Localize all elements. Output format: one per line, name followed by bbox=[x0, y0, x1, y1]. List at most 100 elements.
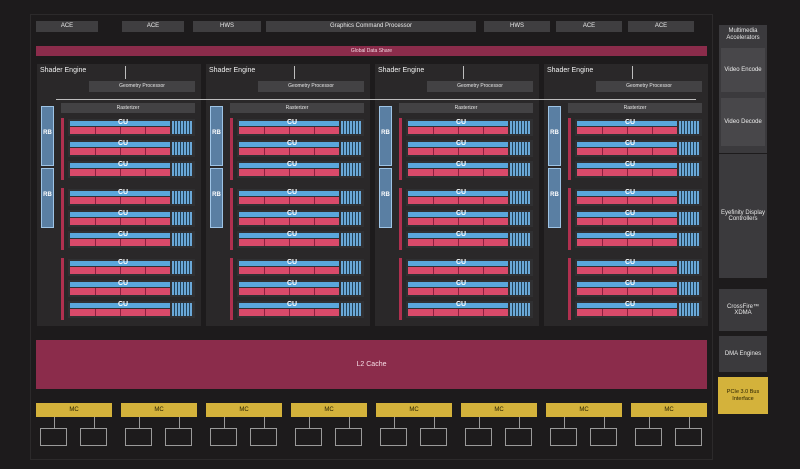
simd-divider bbox=[627, 267, 628, 274]
simd-divider bbox=[264, 288, 265, 295]
compute-unit-group: CU CU CU bbox=[61, 188, 195, 250]
cu-scalar-strip bbox=[408, 212, 508, 217]
render-backend-label: RB bbox=[212, 130, 221, 136]
simd-divider bbox=[120, 127, 121, 134]
compute-unit: CU bbox=[68, 161, 195, 178]
compute-unit: CU bbox=[237, 161, 364, 178]
simd-divider bbox=[627, 197, 628, 204]
memory-chip-outline bbox=[250, 428, 277, 446]
simd-divider bbox=[652, 169, 653, 176]
simd-divider bbox=[264, 267, 265, 274]
shader-engine-title: Shader Engine bbox=[378, 67, 425, 74]
compute-unit: CU bbox=[406, 280, 533, 297]
geometry-processor: Geometry Processor bbox=[89, 81, 195, 92]
compute-unit: CU bbox=[406, 119, 533, 136]
simd-divider bbox=[95, 127, 96, 134]
simd-divider bbox=[289, 309, 290, 316]
compute-unit-label: CU bbox=[287, 140, 298, 147]
simd-divider bbox=[627, 218, 628, 225]
compute-unit: CU bbox=[68, 189, 195, 206]
simd-divider bbox=[145, 169, 146, 176]
memory-channel-line bbox=[604, 417, 605, 428]
render-backend-1: RB bbox=[210, 106, 223, 166]
cu-scalar-strip bbox=[70, 282, 170, 287]
pcie-bus-interface: PCIe 3.0 Bus Interface bbox=[718, 377, 768, 414]
compute-unit-group: CU CU CU bbox=[399, 188, 533, 250]
instruction-cache-bar bbox=[568, 258, 571, 320]
simd-divider bbox=[602, 309, 603, 316]
cu-scalar-strip bbox=[239, 282, 339, 287]
cu-register-grid bbox=[679, 163, 699, 176]
render-backend-2: RB bbox=[41, 168, 54, 228]
simd-divider bbox=[652, 309, 653, 316]
shader-engine-title: Shader Engine bbox=[209, 67, 256, 74]
compute-unit: CU bbox=[575, 301, 702, 318]
render-backend-2: RB bbox=[548, 168, 561, 228]
simd-divider bbox=[483, 127, 484, 134]
simd-divider bbox=[314, 288, 315, 295]
cu-scalar-strip bbox=[70, 121, 170, 126]
memory-chip-outline bbox=[125, 428, 152, 446]
cu-scalar-strip bbox=[70, 191, 170, 196]
simd-divider bbox=[483, 288, 484, 295]
compute-unit: CU bbox=[237, 280, 364, 297]
simd-divider bbox=[264, 309, 265, 316]
simd-divider bbox=[264, 169, 265, 176]
simd-divider bbox=[289, 148, 290, 155]
simd-divider bbox=[433, 288, 434, 295]
rasterizer: Rasterizer bbox=[230, 103, 364, 113]
compute-unit-label: CU bbox=[118, 161, 129, 168]
simd-divider bbox=[289, 169, 290, 176]
render-backend-1: RB bbox=[548, 106, 561, 166]
simd-divider bbox=[145, 197, 146, 204]
cu-register-grid bbox=[172, 121, 192, 134]
render-backend-label: RB bbox=[43, 192, 52, 198]
compute-unit-label: CU bbox=[287, 119, 298, 126]
cu-scalar-strip bbox=[70, 142, 170, 147]
cu-scalar-strip bbox=[577, 142, 677, 147]
compute-unit: CU bbox=[68, 231, 195, 248]
memory-chip-outline bbox=[465, 428, 492, 446]
compute-unit: CU bbox=[68, 210, 195, 227]
compute-unit: CU bbox=[575, 231, 702, 248]
cu-scalar-strip bbox=[577, 121, 677, 126]
cu-register-grid bbox=[172, 191, 192, 204]
compute-unit-label: CU bbox=[287, 259, 298, 266]
memory-channel-line bbox=[139, 417, 140, 428]
compute-unit-label: CU bbox=[625, 119, 636, 126]
crossfire-xdma: CrossFire™ XDMA bbox=[719, 289, 767, 331]
memory-chip-outline bbox=[420, 428, 447, 446]
simd-divider bbox=[120, 267, 121, 274]
simd-divider bbox=[602, 169, 603, 176]
memory-controller-2: MC bbox=[121, 403, 197, 417]
cu-register-grid bbox=[341, 121, 361, 134]
render-backend-1: RB bbox=[379, 106, 392, 166]
cu-register-grid bbox=[341, 261, 361, 274]
cu-register-grid bbox=[341, 212, 361, 225]
memory-channel-line bbox=[394, 417, 395, 428]
geometry-processor: Geometry Processor bbox=[258, 81, 364, 92]
compute-unit-label: CU bbox=[456, 259, 467, 266]
memory-controller-7: MC bbox=[546, 403, 622, 417]
cu-scalar-strip bbox=[239, 142, 339, 147]
compute-unit: CU bbox=[68, 259, 195, 276]
video-encode-block: Video Encode bbox=[721, 48, 765, 92]
compute-unit: CU bbox=[575, 280, 702, 297]
cu-register-grid bbox=[679, 212, 699, 225]
simd-divider bbox=[120, 309, 121, 316]
cu-scalar-strip bbox=[577, 303, 677, 308]
simd-divider bbox=[264, 127, 265, 134]
compute-unit: CU bbox=[237, 210, 364, 227]
simd-divider bbox=[264, 197, 265, 204]
simd-divider bbox=[602, 239, 603, 246]
cu-scalar-strip bbox=[577, 233, 677, 238]
compute-unit-label: CU bbox=[625, 140, 636, 147]
cu-scalar-strip bbox=[408, 233, 508, 238]
memory-channel-line bbox=[54, 417, 55, 428]
simd-divider bbox=[289, 239, 290, 246]
instruction-cache-bar bbox=[61, 188, 64, 250]
simd-divider bbox=[433, 218, 434, 225]
compute-unit-label: CU bbox=[118, 280, 129, 287]
simd-divider bbox=[314, 239, 315, 246]
simd-divider bbox=[120, 218, 121, 225]
